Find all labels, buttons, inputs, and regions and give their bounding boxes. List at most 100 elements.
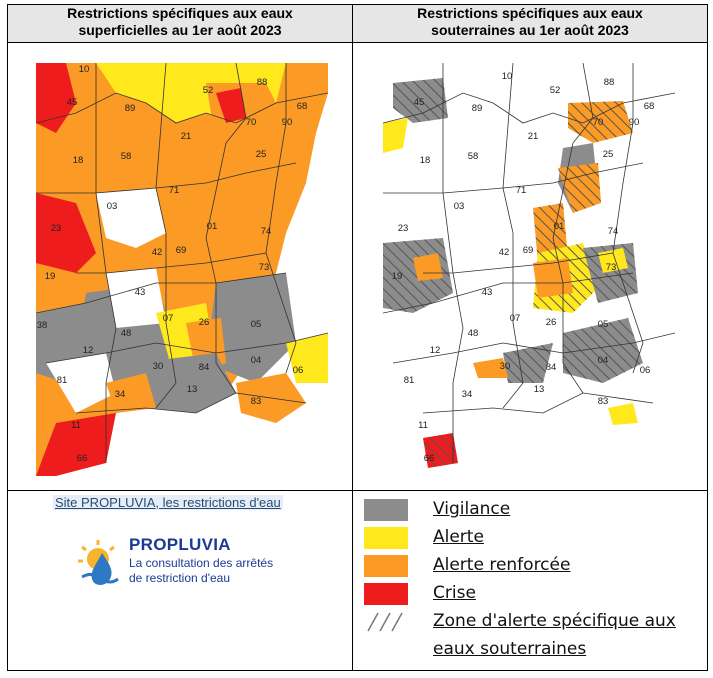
gw-dep-81: 81 [404, 375, 415, 386]
dep-03: 03 [107, 201, 118, 212]
gw-dep-11: 11 [418, 420, 428, 431]
vigilance-swatch [364, 499, 408, 521]
dep-04: 04 [251, 355, 262, 366]
gw-dep-89: 89 [472, 103, 483, 114]
gw-dep-66: 66 [424, 453, 435, 464]
crise-swatch [364, 583, 408, 605]
vigilance-label: Vigilance [433, 499, 511, 519]
sun-drop-icon [78, 540, 119, 585]
dep-70: 70 [246, 117, 257, 128]
gw-dep-26: 26 [546, 317, 557, 328]
dep-90: 90 [282, 117, 293, 128]
gw-dep-03: 03 [454, 201, 465, 212]
legend-cell: Vigilance Alerte Alerte renforcée Crise [352, 490, 708, 671]
figure-table: Restrictions spécifiques aux eaux superf… [7, 4, 708, 671]
gw-dep-71: 71 [516, 185, 527, 196]
gw-dep-12: 12 [430, 345, 441, 356]
legend-alerte-renforcee: Alerte renforcée [358, 551, 698, 579]
dep-11: 11 [71, 420, 81, 431]
dep-19: 19 [45, 271, 56, 282]
gw-dep-21: 21 [528, 131, 539, 142]
gw-dep-58: 58 [468, 151, 479, 162]
dep-25: 25 [256, 149, 267, 160]
logo-name: PROPLUVIA [129, 535, 231, 554]
gw-dep-13: 13 [534, 384, 545, 395]
dep-73: 73 [259, 262, 270, 273]
alerte-label: Alerte [433, 527, 484, 547]
left-map-header: Restrictions spécifiques aux eaux superf… [7, 4, 353, 43]
gw-dep-45: 45 [414, 97, 425, 108]
gw-dep-68: 68 [644, 101, 655, 112]
left-header-line2: superficielles au 1er août 2023 [78, 22, 282, 38]
gw-dep-88: 88 [604, 77, 615, 88]
surface-water-map[interactable]: 10 45 89 52 88 68 70 90 21 58 25 18 71 0… [35, 62, 329, 476]
gw-dep-48: 48 [468, 328, 479, 339]
dep-26: 26 [199, 317, 210, 328]
left-header-line1: Restrictions spécifiques aux eaux [67, 5, 293, 21]
dep-12: 12 [83, 345, 94, 356]
legend-vigilance: Vigilance [358, 495, 698, 523]
legend: Vigilance Alerte Alerte renforcée Crise [358, 495, 698, 663]
right-header-line1: Restrictions spécifiques aux eaux [417, 5, 643, 21]
gw-dep-25: 25 [603, 149, 614, 160]
surface-water-map-svg: 10 45 89 52 88 68 70 90 21 58 25 18 71 0… [35, 62, 329, 476]
dep-52: 52 [203, 85, 214, 96]
dep-69: 69 [176, 245, 187, 256]
gw-dep-04: 04 [598, 355, 609, 366]
gw-dep-07: 07 [510, 313, 521, 324]
gw-dep-01: 01 [554, 221, 565, 232]
dep-83: 83 [251, 396, 262, 407]
dep-88: 88 [257, 77, 268, 88]
legend-zone-souterraine: Zone d'alerte spécifique aux eaux souter… [358, 607, 698, 663]
groundwater-map-svg: 10 45 89 52 88 68 70 90 21 58 25 18 71 0… [382, 62, 676, 476]
gw-dep-69: 69 [523, 245, 534, 256]
zone-label-1: Zone d'alerte spécifique aux [433, 611, 676, 631]
legend-alerte: Alerte [358, 523, 698, 551]
gw-dep-43: 43 [482, 287, 493, 298]
legend-crise: Crise [358, 579, 698, 607]
gw-dep-23: 23 [398, 223, 409, 234]
gw-dep-83: 83 [598, 396, 609, 407]
dep-34: 34 [115, 389, 126, 400]
dep-74: 74 [261, 226, 272, 237]
dep-84: 84 [199, 362, 210, 373]
right-map-cell: 10 45 89 52 88 68 70 90 21 58 25 18 71 0… [352, 42, 708, 491]
dep-45: 45 [67, 97, 78, 108]
gw-dep-74: 74 [608, 226, 619, 237]
zone-label-2: eaux souterraines [433, 639, 587, 659]
gw-dep-70: 70 [593, 117, 604, 128]
dep-38: 38 [37, 320, 48, 331]
gw-dep-30: 30 [500, 361, 511, 372]
crise-label: Crise [433, 583, 476, 603]
alerte-renforcee-swatch [364, 555, 408, 577]
dep-68: 68 [297, 101, 308, 112]
right-map-header: Restrictions spécifiques aux eaux souter… [352, 4, 708, 43]
gw-dep-90: 90 [629, 117, 640, 128]
dep-81: 81 [57, 375, 68, 386]
gw-dep-84: 84 [546, 362, 557, 373]
gw-dep-52: 52 [550, 85, 561, 96]
gw-dep-34: 34 [462, 389, 473, 400]
dep-06: 06 [293, 365, 304, 376]
gw-dep-19: 19 [392, 271, 403, 282]
alerte-swatch [364, 527, 408, 549]
dep-23: 23 [51, 223, 62, 234]
dep-18: 18 [73, 155, 84, 166]
dep-13: 13 [187, 384, 198, 395]
dep-71: 71 [169, 185, 180, 196]
groundwater-map[interactable]: 10 45 89 52 88 68 70 90 21 58 25 18 71 0… [382, 62, 676, 476]
propluvia-link[interactable]: Site PROPLUVIA, les restrictions d'eau [53, 495, 283, 510]
logo-subtitle-2: de restriction d'eau [129, 571, 231, 585]
dep-05: 05 [251, 319, 262, 330]
dep-66: 66 [77, 453, 88, 464]
hatch-swatch [364, 611, 408, 633]
gw-dep-05: 05 [598, 319, 609, 330]
alerte-renforcee-label: Alerte renforcée [433, 555, 571, 575]
dep-10: 10 [79, 64, 90, 75]
dep-58: 58 [121, 151, 132, 162]
left-map-cell: 10 45 89 52 88 68 70 90 21 58 25 18 71 0… [7, 42, 353, 491]
dep-07: 07 [163, 313, 174, 324]
dep-89: 89 [125, 103, 136, 114]
source-cell: Site PROPLUVIA, les restrictions d'eau P… [7, 490, 353, 671]
propluvia-logo: PROPLUVIA La consultation des arrêtés de… [72, 535, 312, 595]
